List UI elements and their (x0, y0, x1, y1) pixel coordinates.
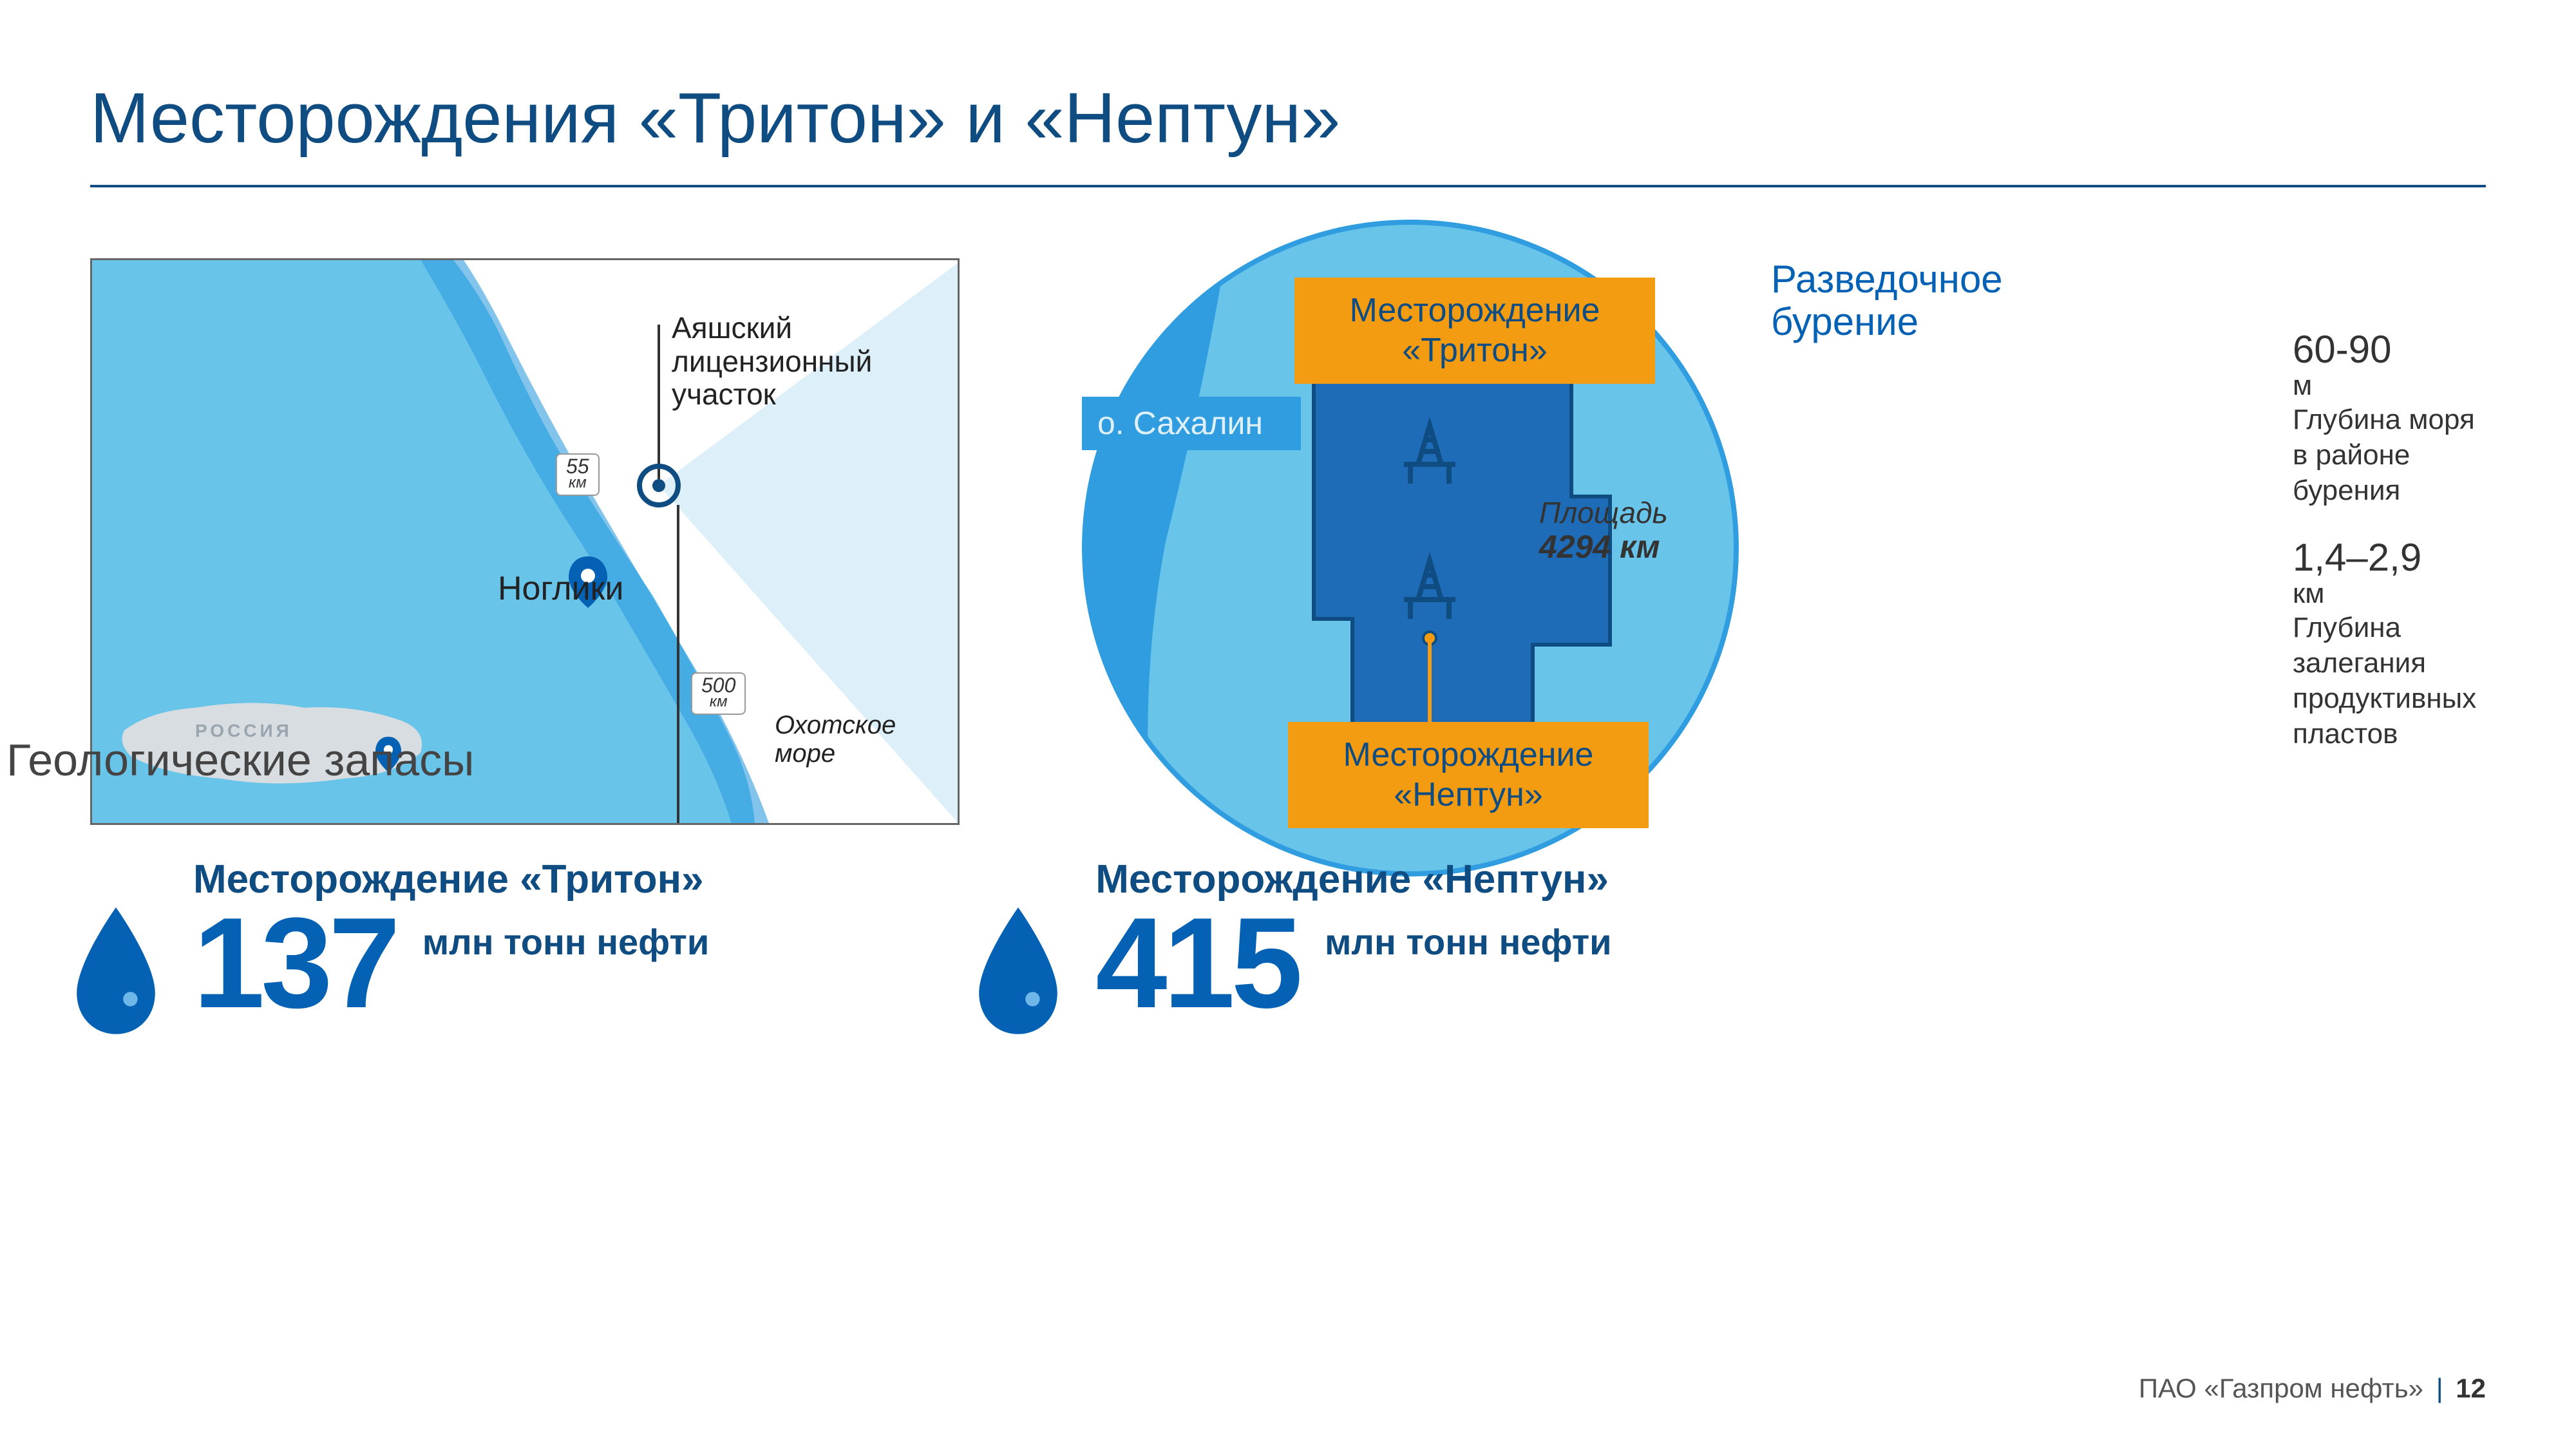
drop-icon (967, 902, 1070, 1037)
footer-sep: | (2436, 1373, 2443, 1403)
area-label: Площадь 4294 км (1539, 497, 1707, 565)
footer-company: ПАО «Газпром нефть» (2139, 1373, 2423, 1403)
footer-page: 12 (2456, 1373, 2486, 1403)
reserve-triton-value: 137 (193, 909, 397, 1018)
reserve-neptune: Месторождение «Нептун» 415 млн тонн нефт… (967, 857, 1611, 1037)
reserve-neptune-unit: млн тонн нефти (1325, 909, 1612, 963)
sea-depth-desc: Глубина моря в районе бурения (2293, 402, 2486, 508)
reserve-neptune-value: 415 (1095, 909, 1299, 1018)
metrics-column: 60-90 м Глубина моря в районе бурения 1,… (2293, 329, 2486, 781)
reserve-triton-unit: млн тонн нефти (422, 909, 710, 963)
distance-55km: 55 км (556, 453, 600, 496)
license-target-dot (652, 479, 665, 492)
title-rule (90, 185, 2486, 187)
area-word: Площадь (1539, 496, 1668, 529)
sea-label: Охотское море (775, 711, 942, 768)
drop-icon (64, 902, 167, 1037)
area-value: 4294 км (1539, 529, 1707, 565)
reserves-section-label: Геологические запасы (6, 734, 474, 786)
sea-depth-value: 60-90 (2293, 329, 2486, 370)
layer-depth-value: 1,4–2,9 (2293, 537, 2486, 578)
slide: Месторождения «Тритон» и «Нептун» (0, 0, 2576, 1449)
license-label: Аяшский лицензионный участок (672, 312, 929, 412)
reserves-row: Месторождение «Тритон» 137 млн тонн нефт… (64, 857, 2383, 1037)
exploration-label: Разведочное бурение (1771, 258, 2067, 343)
callout-neptune: Месторождение «Нептун» (1288, 722, 1649, 828)
page-title: Месторождения «Тритон» и «Нептун» (90, 77, 2486, 159)
distance-500-unit: км (701, 695, 735, 709)
sea-depth-unit: м (2293, 370, 2486, 402)
distance-55-unit: км (566, 476, 589, 490)
callout-triton: Месторождение «Тритон» (1294, 278, 1655, 384)
reserve-triton: Месторождение «Тритон» 137 млн тонн нефт… (64, 857, 709, 1037)
island-label-detail: о. Сахалин (1082, 397, 1301, 450)
distance-500km: 500 км (691, 672, 746, 715)
city-nogliki-label: Ноглики (498, 569, 623, 608)
footer: ПАО «Газпром нефть» | 12 (2139, 1373, 2486, 1404)
layer-depth-unit: км (2293, 578, 2486, 610)
layer-depth-desc: Глубина залегания продуктивных пластов (2293, 610, 2486, 752)
